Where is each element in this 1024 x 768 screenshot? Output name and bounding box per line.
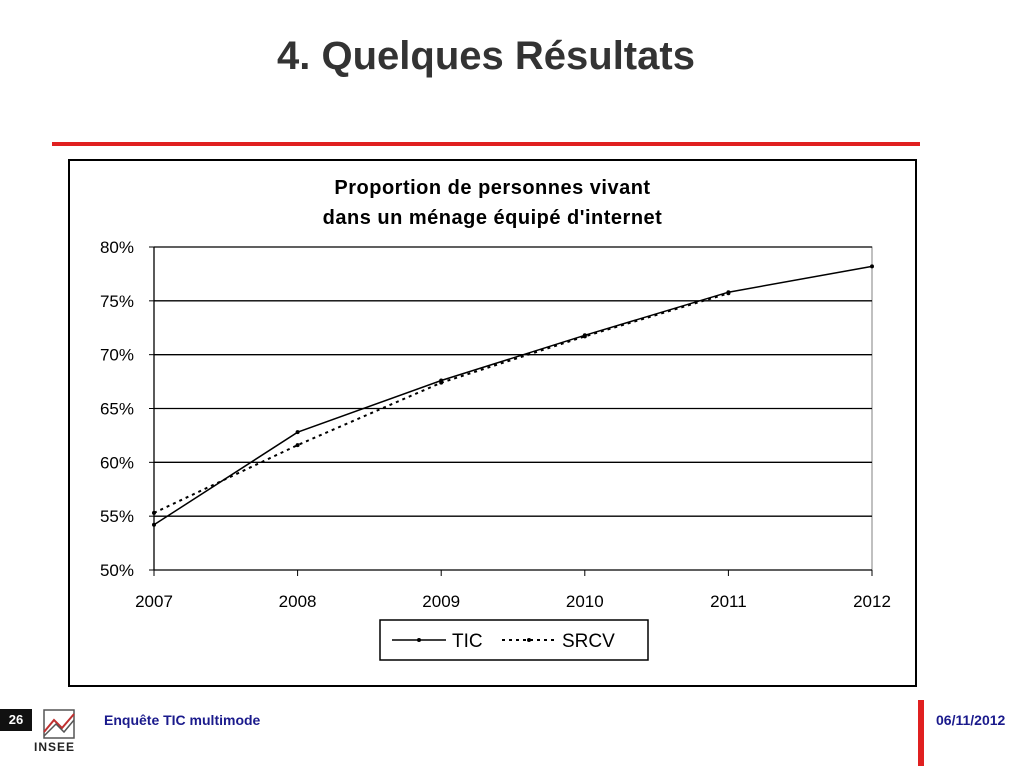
y-tick-label: 75%: [100, 292, 134, 311]
slide-title: 4. Quelques Résultats: [277, 34, 695, 78]
y-tick-label: 50%: [100, 561, 134, 580]
title-divider: [52, 142, 920, 146]
y-tick-label: 55%: [100, 507, 134, 526]
x-tick-label: 2007: [135, 592, 173, 611]
data-point-tic: [295, 430, 300, 435]
x-tick-label: 2009: [422, 592, 460, 611]
chart-title: Proportion de personnes vivant dans un m…: [70, 173, 915, 233]
series-line-srcv: [153, 292, 729, 514]
data-point-srcv: [582, 334, 587, 339]
x-tick-label: 2012: [853, 592, 891, 611]
chart-title-line-2: dans un ménage équipé d'internet: [322, 207, 663, 229]
y-tick-label: 65%: [100, 400, 134, 419]
x-tick-label: 2010: [566, 592, 604, 611]
series-line-tic: [153, 265, 873, 526]
x-tick-label: 2011: [710, 592, 747, 611]
data-point-srcv: [295, 443, 300, 448]
legend-marker-tic: [417, 638, 421, 642]
insee-logo-icon: [43, 709, 75, 739]
legend-marker-srcv: [527, 638, 531, 642]
chart-container: Proportion de personnes vivant dans un m…: [68, 159, 917, 687]
y-tick-label: 60%: [100, 453, 134, 472]
footer-title: Enquête TIC multimode: [104, 712, 261, 728]
data-point-tic: [870, 264, 874, 269]
insee-logo-text: INSEE: [34, 740, 76, 754]
data-point-srcv: [726, 291, 731, 296]
y-tick-label: 80%: [100, 238, 134, 257]
footer-divider: [918, 700, 924, 766]
data-point-srcv: [152, 510, 156, 515]
data-point-tic: [152, 522, 156, 527]
footer-date: 06/11/2012: [936, 712, 1006, 728]
legend-label-tic: TIC: [452, 631, 483, 652]
line-chart: 50% 55% 60% 65% 70% 75% 80% 2007 2008 2009 2010 201…: [100, 238, 891, 661]
page-number: 26: [0, 709, 32, 731]
y-tick-label: 70%: [100, 346, 134, 365]
chart-title-line-1: Proportion de personnes vivant: [334, 177, 651, 199]
x-tick-label: 2008: [279, 592, 317, 611]
data-point-srcv: [439, 380, 444, 385]
legend-label-srcv: SRCV: [562, 631, 615, 652]
